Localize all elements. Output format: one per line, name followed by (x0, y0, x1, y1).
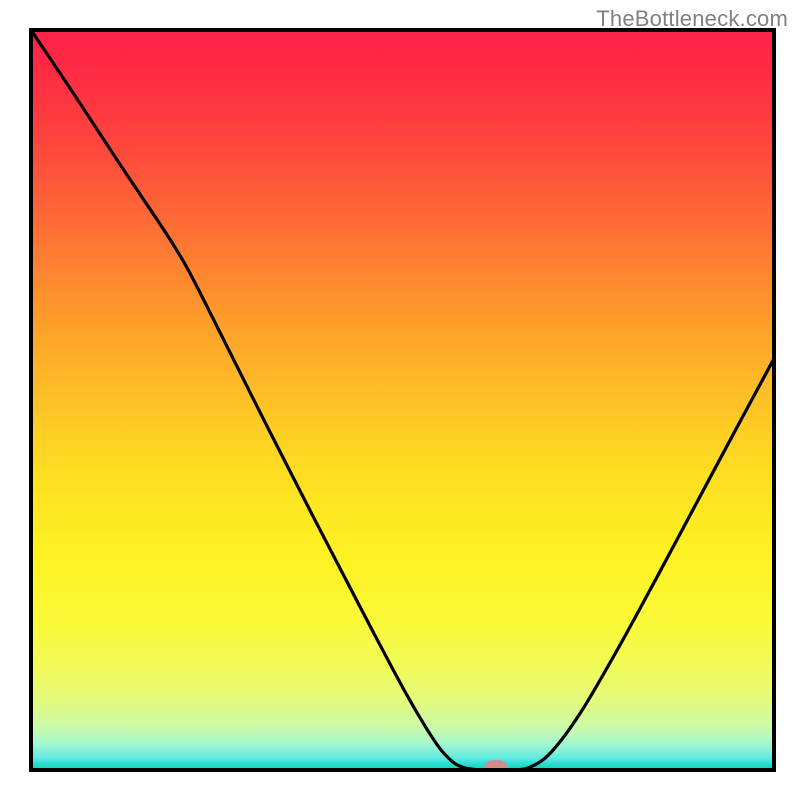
min-marker (484, 760, 508, 776)
chart-svg (0, 0, 800, 800)
gradient-background (31, 30, 774, 770)
plot-area (31, 30, 774, 776)
chart-container: TheBottleneck.com (0, 0, 800, 800)
watermark-text: TheBottleneck.com (596, 6, 788, 32)
